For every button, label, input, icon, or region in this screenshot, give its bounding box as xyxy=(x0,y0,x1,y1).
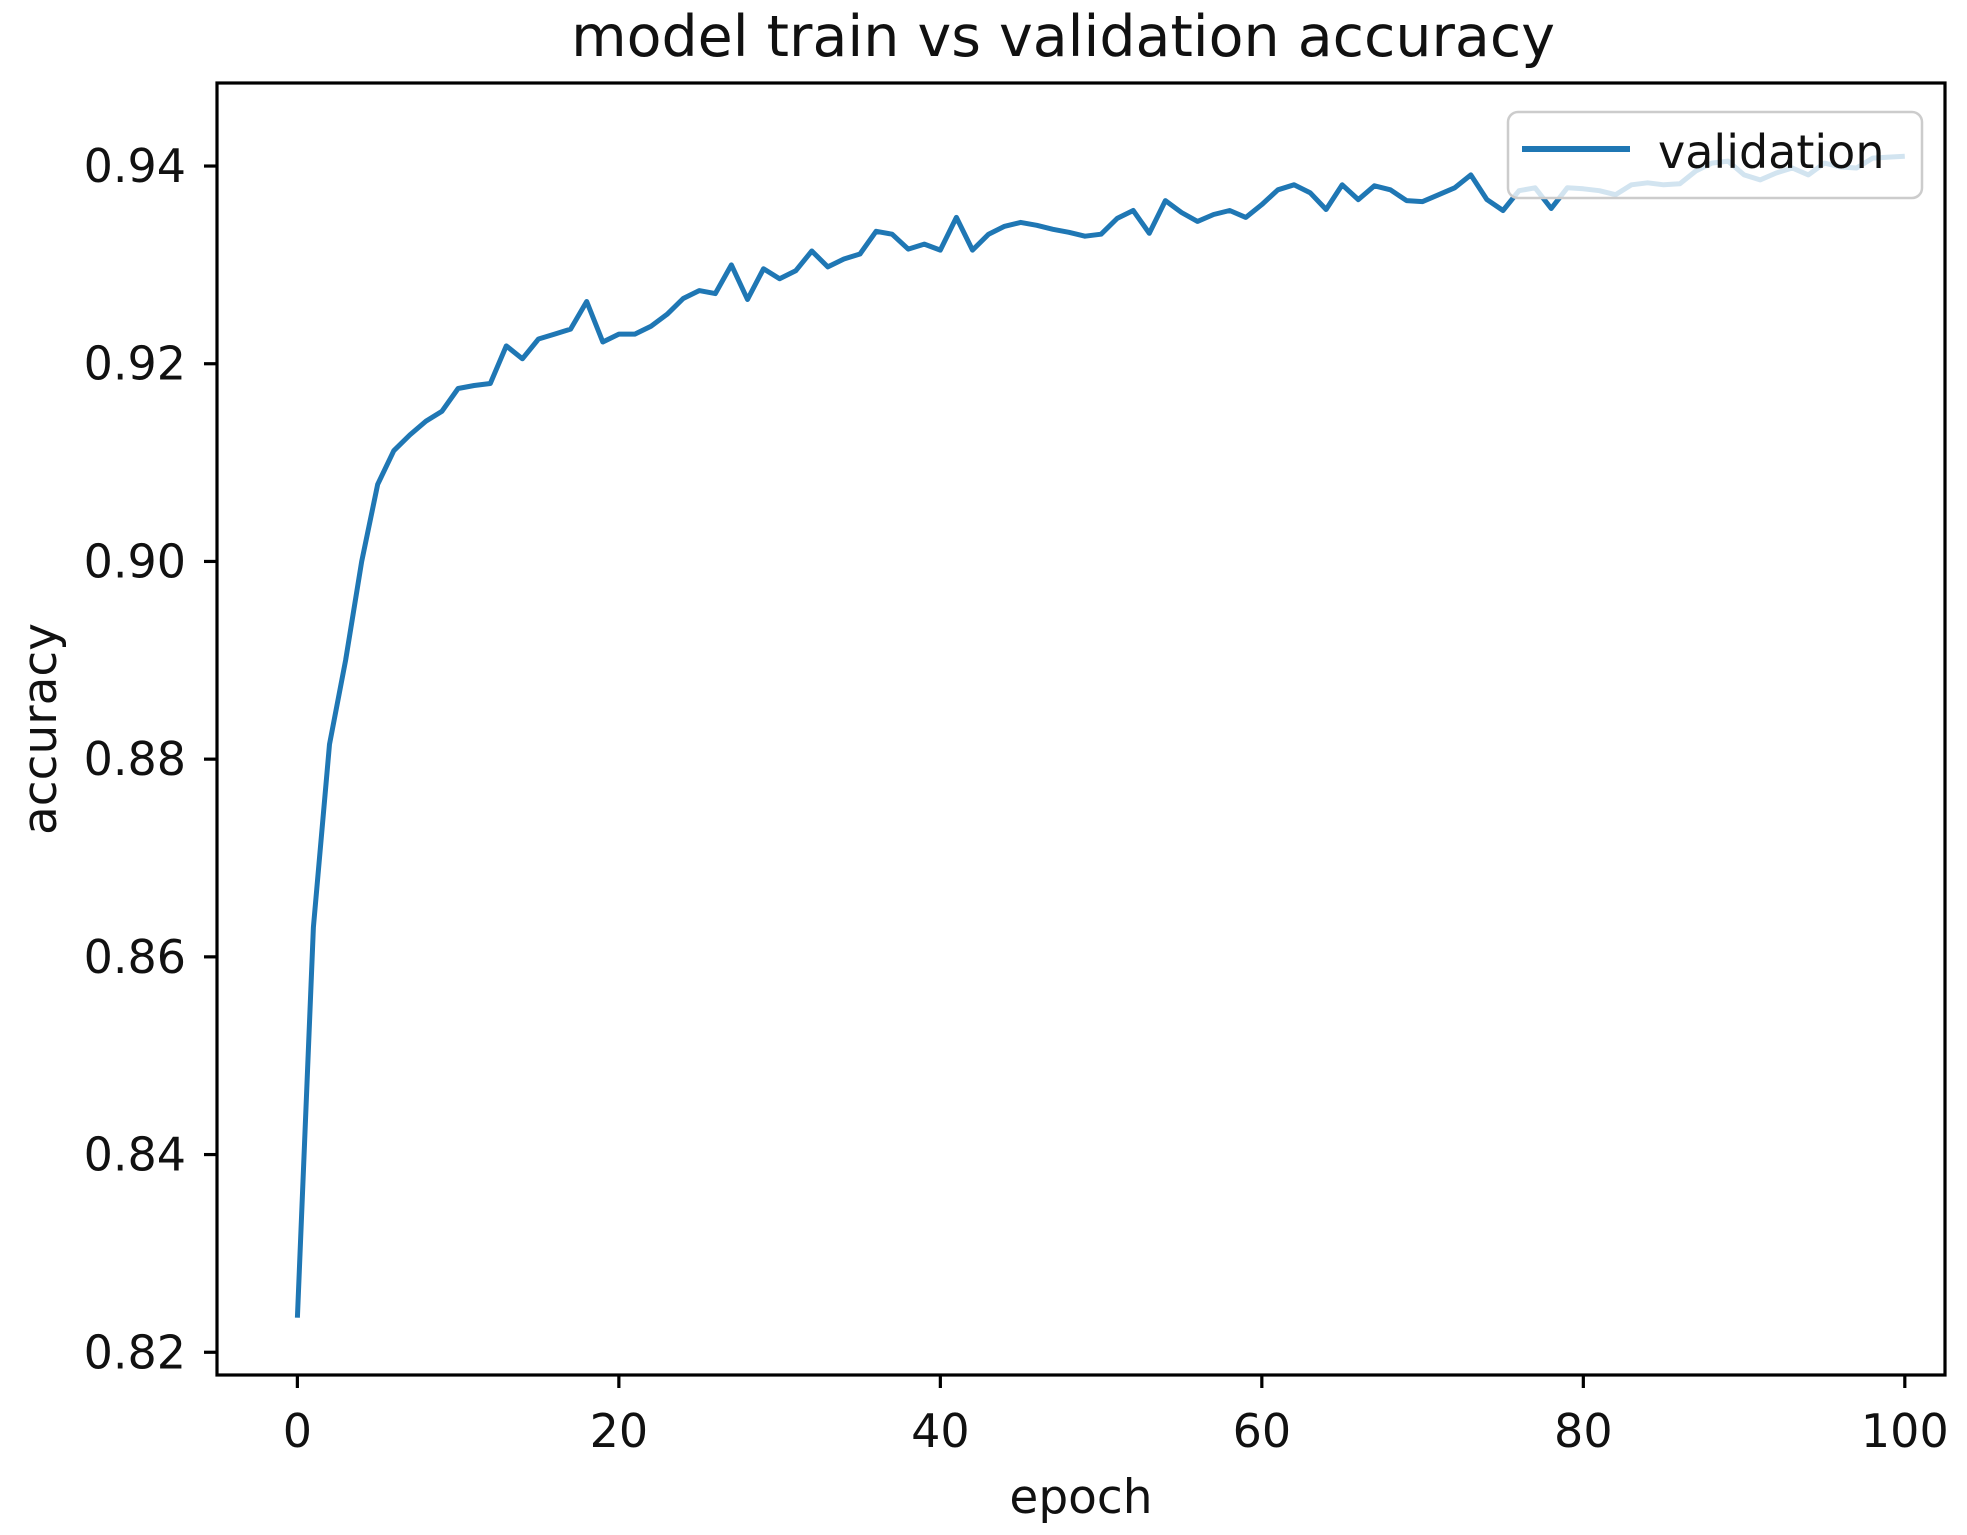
x-tick-label: 60 xyxy=(1233,1404,1292,1458)
y-axis: 0.82 0.84 0.86 0.88 0.90 0.92 0.94 xyxy=(84,139,217,1379)
x-tick-label: 0 xyxy=(283,1404,312,1458)
plot-area xyxy=(215,81,1947,1377)
y-tick-label: 0.94 xyxy=(84,139,186,193)
legend: validation xyxy=(1506,110,1924,200)
x-tick-label: 40 xyxy=(911,1404,970,1458)
legend-label: validation xyxy=(1658,125,1884,179)
x-tick-label: 20 xyxy=(590,1404,649,1458)
y-axis-label: accuracy xyxy=(13,623,68,835)
y-tick-label: 0.86 xyxy=(84,930,186,984)
y-tick-label: 0.88 xyxy=(84,732,186,786)
y-tick-label: 0.92 xyxy=(84,337,186,391)
axes-spines xyxy=(215,81,1947,1377)
x-axis-label: epoch xyxy=(1009,1470,1152,1525)
y-tick-label: 0.90 xyxy=(84,534,186,588)
legend-box xyxy=(1506,110,1924,200)
chart-title: model train vs validation accuracy xyxy=(571,4,1555,70)
x-axis: 0 20 40 60 80 100 xyxy=(283,1375,1949,1458)
x-tick-label: 100 xyxy=(1861,1404,1949,1458)
y-tick-label: 0.84 xyxy=(84,1128,186,1182)
y-tick-label: 0.82 xyxy=(84,1325,186,1379)
x-tick-label: 80 xyxy=(1554,1404,1613,1458)
validation-line xyxy=(294,153,1905,1318)
